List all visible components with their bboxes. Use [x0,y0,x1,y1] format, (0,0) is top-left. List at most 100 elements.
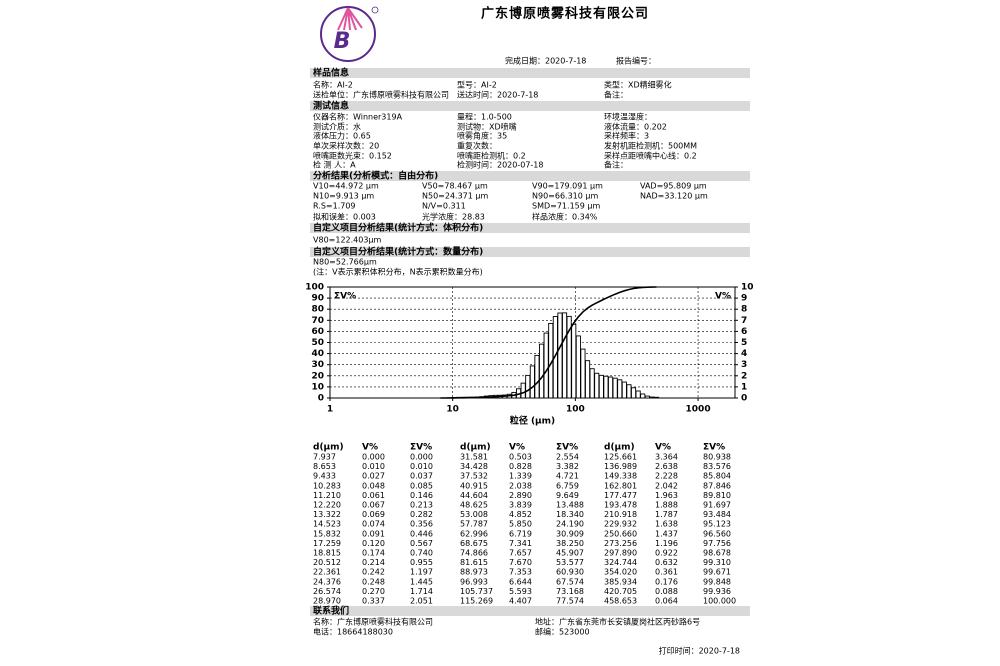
bar [630,387,637,399]
table-cell: 324.744 [604,558,637,567]
table-cell: 28.970 [313,597,341,606]
bar [617,379,623,399]
table-cell: 0.091 [362,529,385,538]
table-cell: 0.176 [655,577,678,586]
table-cell: 0.146 [410,491,433,500]
section-bar [310,101,750,111]
table-cell: 53.008 [460,510,488,519]
field: V50=78.467 μm [422,182,488,191]
field: VAD=95.809 μm [640,182,707,191]
table-cell: 97.756 [703,539,731,548]
table-cell: 1.787 [655,510,678,519]
table-cell: 26.574 [313,587,341,596]
table-cell: 6.644 [509,577,532,586]
table-cell: 91.697 [703,501,731,510]
table-cell: 96.560 [703,529,731,538]
table-cell: 73.168 [556,587,584,596]
table-cell: 7.937 [313,453,336,462]
field: 地址：广东省东莞市长安镇厦岗社区丙砂路6号 [535,617,700,627]
field: V80=122.403μm [313,236,382,245]
bar [589,368,595,399]
table-header: ΣV% [556,443,578,453]
table-cell: 40.915 [460,481,488,490]
field: 液体压力：0.65 [313,131,371,141]
field: 名称：AI-2 [313,80,353,90]
table-header: ΣV% [703,443,725,453]
field: 检测时间：2020-07-18 [457,160,544,170]
table-cell: 273.256 [604,539,637,548]
field: 采样点距喷嘴中心线：0.2 [604,151,697,161]
table-cell: 17.259 [313,539,341,548]
bar [607,376,614,399]
y-tick-label: 100 [305,283,324,293]
bar [626,384,632,399]
table-cell: 115.269 [460,597,493,606]
table-cell: 88.973 [460,568,488,577]
table-header: d(μm) [313,443,344,453]
table-cell: 0.632 [655,558,678,567]
table-cell: 229.932 [604,520,637,529]
field: NAD=33.120 μm [640,192,708,201]
y-tick-label: 90 [311,294,324,304]
table-cell: 48.625 [460,501,488,510]
table-cell: 6.719 [509,529,532,538]
section-bar [310,171,750,181]
table-cell: 0.064 [655,597,678,606]
table-header: d(μm) [604,443,635,453]
table-cell: 96.993 [460,577,488,586]
table-cell: 34.428 [460,462,488,471]
table-cell: 0.048 [362,481,385,490]
table-cell: 57.787 [460,520,488,529]
y-tick-label: 20 [311,371,324,381]
table-cell: 0.120 [362,539,385,548]
table-cell: 11.210 [313,491,341,500]
table-cell: 95.123 [703,520,731,529]
y-tick-label: 80 [311,305,324,315]
field: 仪器名称：Winner319A [313,112,403,122]
table-cell: 1.638 [655,520,678,529]
table-cell: 99.671 [703,568,731,577]
table-cell: 77.574 [556,597,584,606]
table-cell: 99.848 [703,577,731,586]
y2-tick-label: 1 [741,382,747,392]
table-cell: 0.000 [362,453,385,462]
field: 喷嘴距数光束：0.152 [313,151,392,161]
table-cell: 24.376 [313,577,341,586]
table-cell: 2.042 [655,481,678,490]
field: 送检单位：广东博原喷雾科技有限公司 [313,90,449,100]
table-cell: 0.248 [362,577,385,586]
table-cell: 99.310 [703,558,731,567]
y2-tick-label: 4 [741,349,747,359]
y-tick-label: 40 [311,349,324,359]
table-cell: 354.020 [604,568,637,577]
section-bar [310,247,750,257]
table-cell: 0.740 [410,549,433,558]
table-cell: 0.337 [362,597,385,606]
bar [562,312,568,399]
section-title: 自定义项目分析结果(统计方式：数量分布) [313,246,483,258]
field: 测试介质：水 [313,122,361,132]
field: N50=24.371 μm [422,192,488,201]
table-cell: 24.190 [556,520,584,529]
table-cell: 5.593 [509,587,532,596]
field: 重复次数： [457,141,497,151]
table-cell: 297.890 [604,549,637,558]
table-cell: 18.815 [313,549,341,558]
table-cell: 0.213 [410,501,433,510]
table-cell: 458.653 [604,597,637,606]
field: R.S=1.709 [313,202,356,211]
y-tick-label: 30 [311,360,324,370]
field: 邮编：523000 [535,627,590,637]
table-cell: 0.955 [410,558,433,567]
table-cell: 38.250 [556,539,584,548]
table-cell: 0.356 [410,520,433,529]
bar [557,312,563,399]
bar [543,332,549,399]
field: 采样频率：3 [604,131,649,141]
table-cell: 0.922 [655,549,678,558]
section-bar [310,606,750,616]
bar [621,381,627,399]
table-cell: 14.523 [313,520,341,529]
table-cell: 37.532 [460,472,488,481]
table-cell: 45.907 [556,549,584,558]
